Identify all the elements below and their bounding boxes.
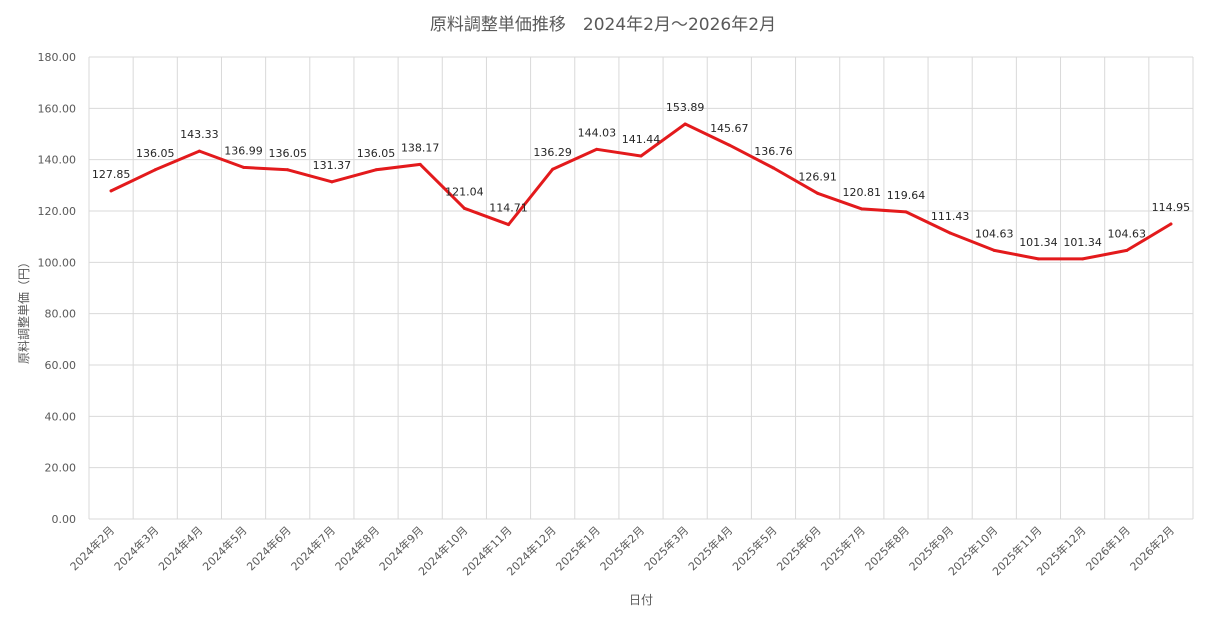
data-point bbox=[286, 168, 290, 172]
chart-title: 原料調整単価推移 2024年2月～2026年2月 bbox=[430, 15, 776, 35]
data-point bbox=[1169, 222, 1173, 226]
x-tick-label: 2024年3月 bbox=[111, 523, 161, 573]
data-label: 136.76 bbox=[754, 145, 793, 158]
data-point bbox=[639, 154, 643, 158]
series-group bbox=[109, 122, 1173, 261]
data-point bbox=[1125, 248, 1129, 252]
data-label: 143.33 bbox=[180, 128, 219, 141]
y-tick-label: 40.00 bbox=[45, 410, 77, 423]
data-label: 114.71 bbox=[489, 202, 528, 215]
gridlines bbox=[88, 56, 1194, 520]
x-axis-ticks: 2024年2月2024年3月2024年4月2024年5月2024年6月2024年… bbox=[67, 523, 1177, 578]
data-label: 126.91 bbox=[798, 170, 837, 183]
data-point bbox=[860, 207, 864, 211]
data-label: 136.99 bbox=[224, 144, 263, 157]
data-point bbox=[727, 143, 731, 147]
data-point bbox=[242, 165, 246, 169]
x-tick-label: 2025年2月 bbox=[597, 523, 647, 573]
data-point bbox=[330, 180, 334, 184]
data-point bbox=[948, 231, 952, 235]
x-tick-label: 2026年1月 bbox=[1083, 523, 1133, 573]
data-point bbox=[1036, 257, 1040, 261]
data-label: 111.43 bbox=[931, 210, 970, 223]
data-label: 131.37 bbox=[313, 159, 352, 172]
data-point bbox=[1081, 257, 1085, 261]
data-label: 114.95 bbox=[1152, 201, 1191, 214]
data-point bbox=[992, 248, 996, 252]
data-point bbox=[551, 167, 555, 171]
y-tick-label: 100.00 bbox=[38, 256, 77, 269]
x-axis-title: 日付 bbox=[629, 593, 653, 607]
data-label: 145.67 bbox=[710, 122, 749, 135]
x-tick-label: 2025年5月 bbox=[729, 523, 779, 573]
data-label: 136.05 bbox=[136, 147, 175, 160]
data-label: 120.81 bbox=[843, 186, 882, 199]
x-tick-label: 2025年7月 bbox=[818, 523, 868, 573]
data-point bbox=[374, 168, 378, 172]
data-point bbox=[816, 191, 820, 195]
y-tick-label: 160.00 bbox=[38, 102, 77, 115]
y-tick-label: 80.00 bbox=[45, 308, 77, 321]
y-tick-label: 60.00 bbox=[45, 359, 77, 372]
data-point bbox=[595, 147, 599, 151]
data-point bbox=[683, 122, 687, 126]
data-label: 136.29 bbox=[533, 146, 572, 159]
x-tick-label: 2024年4月 bbox=[155, 523, 205, 573]
data-label: 104.63 bbox=[1108, 227, 1147, 240]
data-label: 127.85 bbox=[92, 168, 131, 181]
y-tick-label: 120.00 bbox=[38, 205, 77, 218]
y-tick-label: 180.00 bbox=[38, 51, 77, 64]
data-point bbox=[771, 166, 775, 170]
x-tick-label: 2025年8月 bbox=[862, 523, 912, 573]
data-labels: 127.85 136.05 143.33 136.99 136.05 131.37 136.… bbox=[92, 101, 1190, 249]
y-axis-ticks: 0.00 20.00 40.00 60.00 80.00 100.00 120.00 140.… bbox=[38, 51, 77, 526]
y-tick-label: 20.00 bbox=[45, 462, 77, 475]
data-point bbox=[153, 168, 157, 172]
x-tick-label: 2024年8月 bbox=[332, 523, 382, 573]
x-tick-label: 2026年2月 bbox=[1127, 523, 1177, 573]
data-label: 104.63 bbox=[975, 227, 1014, 240]
data-label: 136.05 bbox=[268, 147, 307, 160]
data-label: 138.17 bbox=[401, 141, 440, 154]
data-label: 101.34 bbox=[1063, 236, 1102, 249]
data-label: 121.04 bbox=[445, 185, 484, 198]
data-label: 101.34 bbox=[1019, 236, 1058, 249]
data-label: 141.44 bbox=[622, 133, 661, 146]
data-point bbox=[462, 206, 466, 210]
y-axis-title: 原料調整単価（円） bbox=[16, 256, 31, 364]
x-tick-label: 2024年5月 bbox=[199, 523, 249, 573]
x-tick-label: 2025年1月 bbox=[553, 523, 603, 573]
y-tick-label: 0.00 bbox=[52, 513, 77, 526]
x-tick-label: 2024年7月 bbox=[288, 523, 338, 573]
data-point bbox=[109, 189, 113, 193]
x-tick-label: 2025年4月 bbox=[685, 523, 735, 573]
data-point bbox=[904, 210, 908, 214]
data-label: 144.03 bbox=[578, 126, 617, 139]
x-tick-label: 2025年6月 bbox=[774, 523, 824, 573]
x-tick-label: 2024年6月 bbox=[244, 523, 294, 573]
x-tick-label: 2025年3月 bbox=[641, 523, 691, 573]
data-point bbox=[418, 162, 422, 166]
data-label: 119.64 bbox=[887, 189, 926, 202]
data-point bbox=[507, 223, 511, 227]
data-point bbox=[197, 149, 201, 153]
y-tick-label: 140.00 bbox=[38, 154, 77, 167]
data-label: 153.89 bbox=[666, 101, 705, 114]
x-tick-label: 2024年2月 bbox=[67, 523, 117, 573]
data-label: 136.05 bbox=[357, 147, 396, 160]
